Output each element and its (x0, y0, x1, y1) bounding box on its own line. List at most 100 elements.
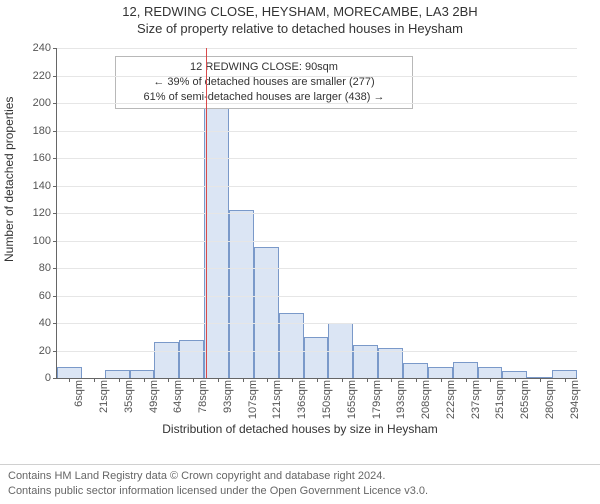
x-tick-label: 121sqm (271, 380, 283, 419)
x-tick-mark (168, 378, 169, 382)
grid-line (57, 296, 577, 297)
grid-line (57, 241, 577, 242)
x-tick-label: 165sqm (346, 380, 358, 419)
x-tick-mark (515, 378, 516, 382)
x-tick-mark (490, 378, 491, 382)
x-axis-label: Distribution of detached houses by size … (0, 422, 600, 436)
y-tick-label: 120 (33, 207, 51, 219)
y-tick-mark (53, 378, 57, 379)
x-tick-label: 6sqm (73, 380, 85, 407)
x-tick-label: 150sqm (321, 380, 333, 419)
x-tick-label: 193sqm (395, 380, 407, 419)
x-tick-mark (69, 378, 70, 382)
histogram-bar (130, 370, 155, 378)
y-tick-label: 80 (39, 262, 51, 274)
x-tick-mark (416, 378, 417, 382)
grid-line (57, 131, 577, 132)
histogram-bar (403, 363, 428, 378)
grid-line (57, 103, 577, 104)
y-tick-mark (53, 103, 57, 104)
y-tick-mark (53, 268, 57, 269)
y-tick-label: 100 (33, 235, 51, 247)
footer-line-2: Contains public sector information licen… (8, 484, 592, 498)
y-tick-mark (53, 351, 57, 352)
y-tick-label: 240 (33, 42, 51, 54)
grid-line (57, 323, 577, 324)
x-tick-mark (565, 378, 566, 382)
y-tick-mark (53, 131, 57, 132)
x-tick-mark (466, 378, 467, 382)
x-tick-label: 251sqm (494, 380, 506, 419)
x-tick-mark (441, 378, 442, 382)
annotation-box: 12 REDWING CLOSE: 90sqm← 39% of detached… (115, 56, 413, 109)
grid-line (57, 351, 577, 352)
x-tick-label: 49sqm (148, 380, 160, 413)
grid-line (57, 186, 577, 187)
y-tick-label: 160 (33, 152, 51, 164)
histogram-bar (105, 370, 130, 378)
y-axis-label: Number of detached properties (2, 97, 16, 262)
annotation-line: 12 REDWING CLOSE: 90sqm (124, 60, 404, 75)
y-tick-mark (53, 296, 57, 297)
y-tick-mark (53, 213, 57, 214)
histogram-bar (229, 210, 254, 378)
histogram-bar (204, 107, 229, 378)
x-tick-label: 64sqm (172, 380, 184, 413)
y-tick-label: 40 (39, 317, 51, 329)
x-tick-mark (243, 378, 244, 382)
histogram-bar (552, 370, 577, 378)
x-tick-mark (218, 378, 219, 382)
y-tick-mark (53, 241, 57, 242)
page-title: 12, REDWING CLOSE, HEYSHAM, MORECAMBE, L… (0, 4, 600, 19)
x-tick-mark (391, 378, 392, 382)
footer-line-1: Contains HM Land Registry data © Crown c… (8, 469, 592, 483)
y-tick-mark (53, 76, 57, 77)
y-tick-mark (53, 323, 57, 324)
histogram-bar (502, 371, 527, 378)
y-tick-label: 180 (33, 125, 51, 137)
histogram-bar (179, 340, 204, 379)
x-tick-mark (342, 378, 343, 382)
y-tick-label: 20 (39, 345, 51, 357)
histogram-bar (378, 348, 403, 378)
y-tick-mark (53, 48, 57, 49)
annotation-line: ← 39% of detached houses are smaller (27… (124, 75, 404, 90)
x-tick-mark (193, 378, 194, 382)
x-tick-mark (540, 378, 541, 382)
x-tick-label: 179sqm (371, 380, 383, 419)
x-tick-label: 294sqm (569, 380, 581, 419)
grid-line (57, 213, 577, 214)
histogram-chart: Number of detached properties 6sqm21sqm3… (0, 42, 600, 442)
x-tick-mark (144, 378, 145, 382)
grid-line (57, 76, 577, 77)
marker-line (206, 48, 207, 378)
grid-line (57, 158, 577, 159)
x-tick-label: 136sqm (296, 380, 308, 419)
x-tick-label: 35sqm (123, 380, 135, 413)
x-tick-mark (267, 378, 268, 382)
plot-area: 6sqm21sqm35sqm49sqm64sqm78sqm93sqm107sqm… (56, 48, 577, 379)
y-tick-mark (53, 186, 57, 187)
x-tick-label: 208sqm (420, 380, 432, 419)
x-tick-label: 237sqm (470, 380, 482, 419)
x-tick-mark (367, 378, 368, 382)
x-tick-mark (94, 378, 95, 382)
x-tick-mark (119, 378, 120, 382)
histogram-bar (304, 337, 329, 378)
x-tick-label: 280sqm (544, 380, 556, 419)
x-tick-label: 78sqm (197, 380, 209, 413)
histogram-bar (478, 367, 503, 378)
y-tick-label: 220 (33, 70, 51, 82)
histogram-bar (254, 247, 279, 378)
grid-line (57, 48, 577, 49)
x-tick-label: 21sqm (98, 380, 110, 413)
x-tick-mark (292, 378, 293, 382)
histogram-bar (453, 362, 478, 379)
x-tick-label: 222sqm (445, 380, 457, 419)
x-tick-label: 265sqm (519, 380, 531, 419)
x-tick-label: 93sqm (222, 380, 234, 413)
y-tick-label: 200 (33, 97, 51, 109)
grid-line (57, 268, 577, 269)
page-subtitle: Size of property relative to detached ho… (0, 21, 600, 36)
x-tick-mark (317, 378, 318, 382)
